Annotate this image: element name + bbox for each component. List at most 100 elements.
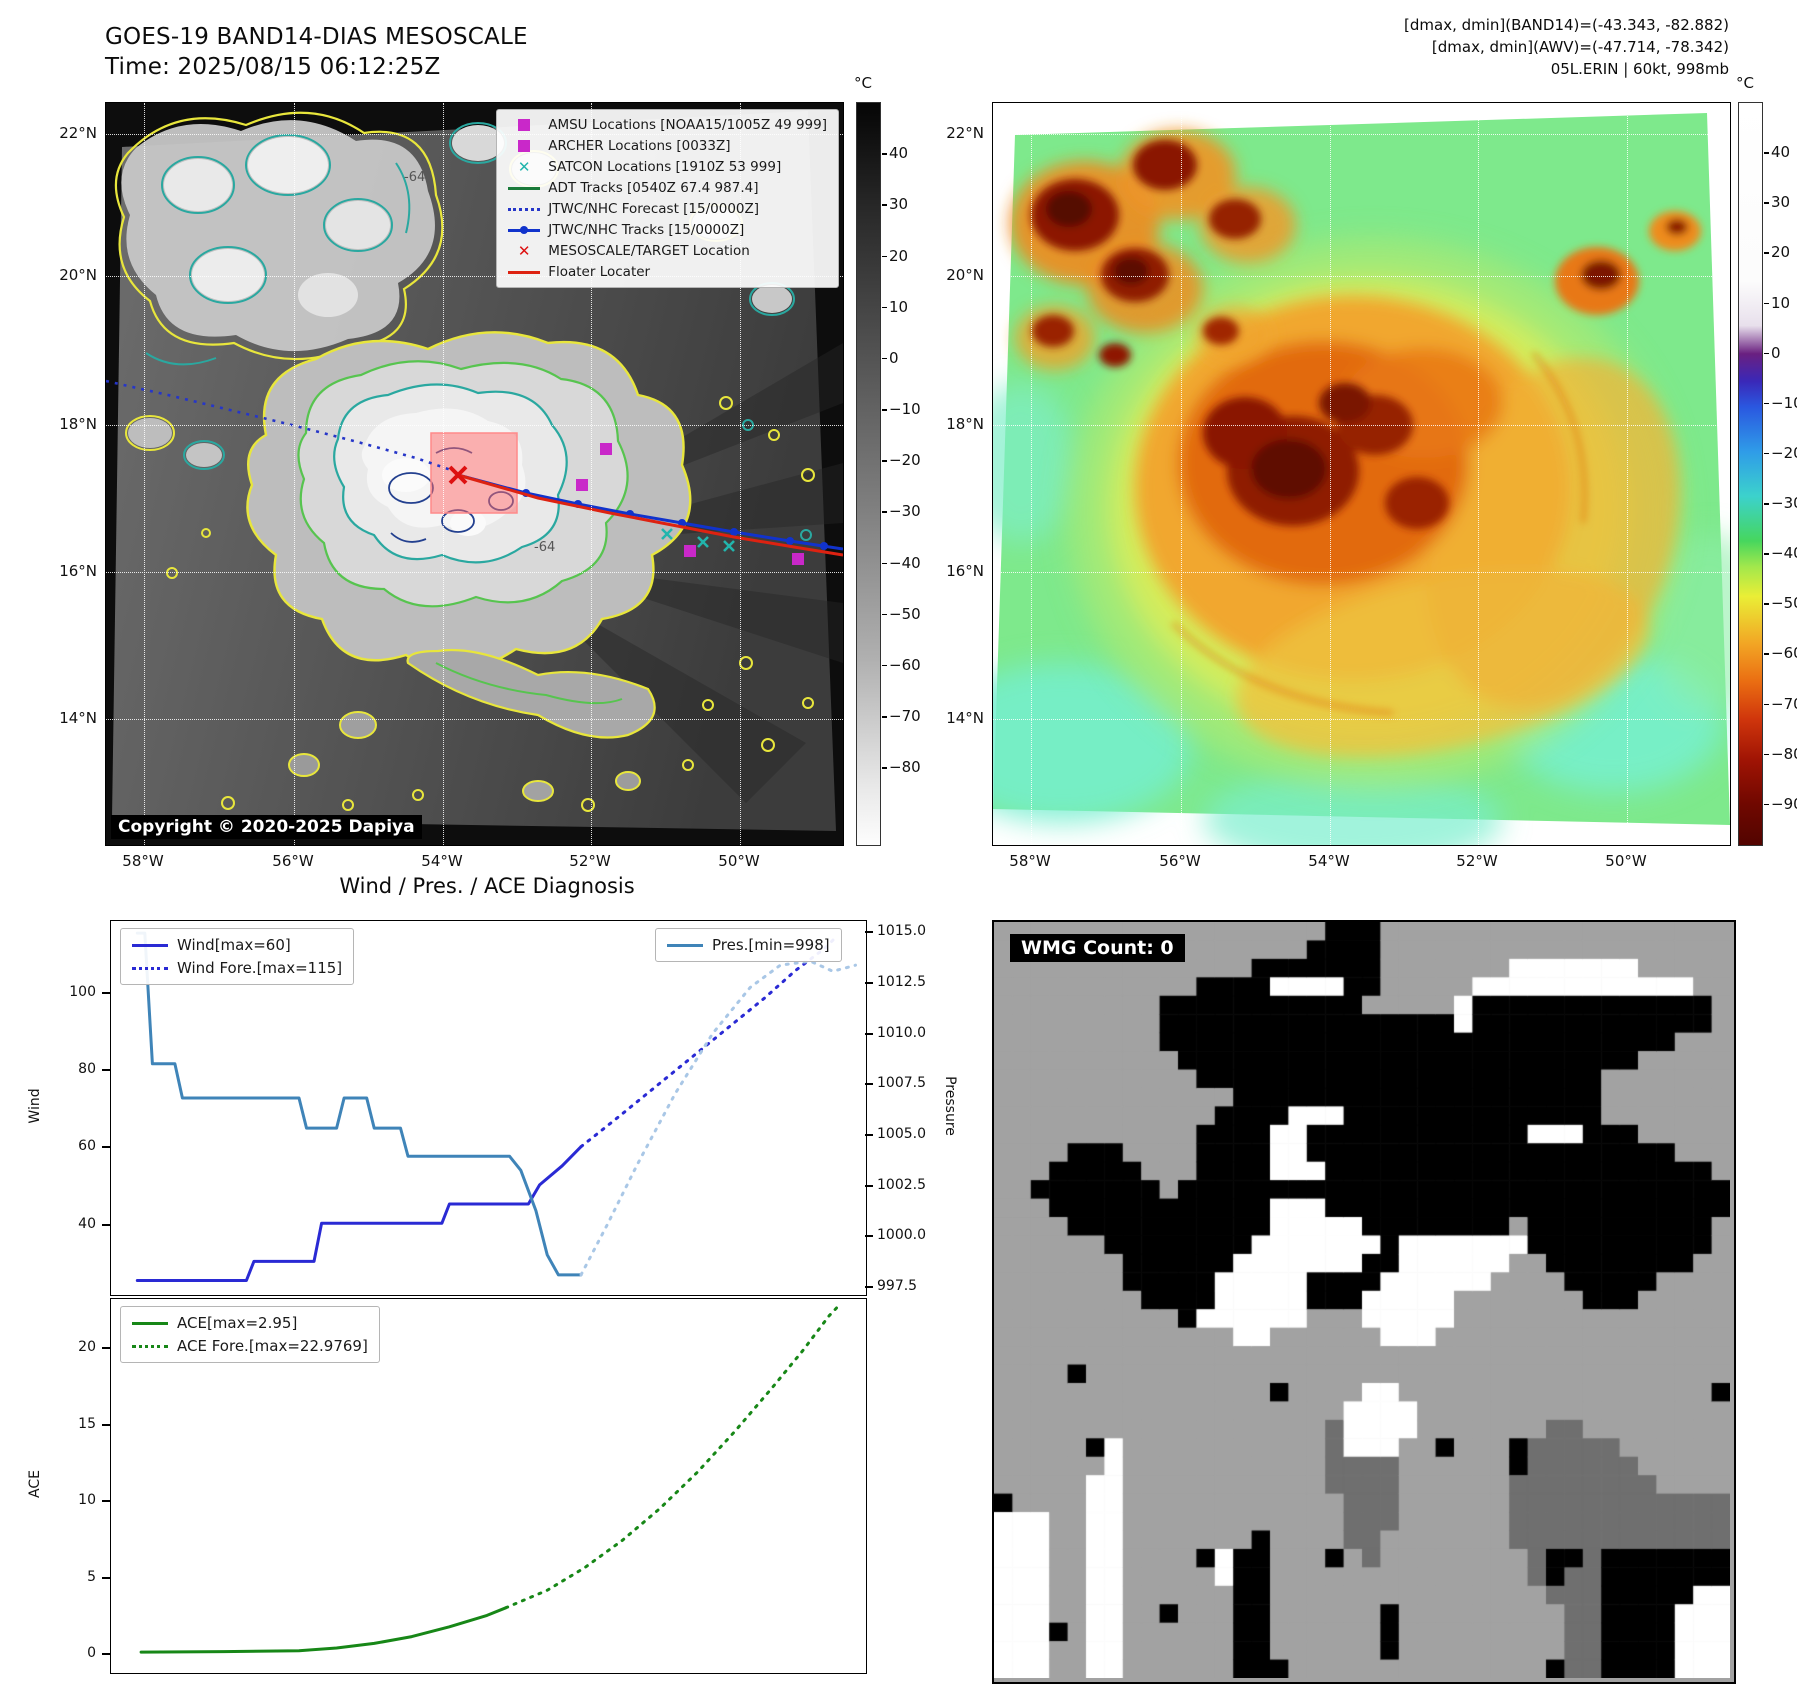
colorbar-tick-mark <box>1764 653 1769 655</box>
lon-tick-label: 50°W <box>1605 852 1647 870</box>
dmax-dmin-band14: [dmax, dmin](BAND14)=(-43.343, -82.882) <box>1404 16 1729 34</box>
ace-plot-area <box>139 1302 842 1654</box>
colorbar-tick-mark <box>1764 753 1769 756</box>
band14-colorbar <box>856 102 881 846</box>
satcon-markers <box>661 528 735 552</box>
axis-tick-mark <box>102 1347 110 1350</box>
colorbar-tick-mark <box>882 153 887 155</box>
series-pres-fore- <box>579 959 857 1277</box>
x-legend-marker: ✕ <box>517 158 531 176</box>
colorbar-tick-mark <box>1764 402 1769 405</box>
y-tick-label: 1000.0 <box>877 1227 926 1244</box>
line-legend-marker <box>508 270 541 274</box>
target-x-marker <box>448 465 468 485</box>
diagnosis-title: Wind / Pres. / ACE Diagnosis <box>339 874 635 898</box>
lon-tick-label: 52°W <box>569 852 611 870</box>
colorbar-tick-mark <box>1764 252 1769 254</box>
y-tick-label: 40 <box>78 1215 96 1232</box>
colorbar-tick-mark <box>882 664 887 667</box>
panel1-title: GOES-19 BAND14-DIAS MESOSCALE <box>105 24 528 50</box>
series-wind-fore-max-115- <box>579 934 839 1149</box>
lon-tick-label: 54°W <box>1308 852 1350 870</box>
map-legend-label: SATCON Locations [1910Z 53 999] <box>548 159 782 175</box>
colorbar-tick-label: −20 <box>889 451 921 470</box>
y-tick-label: 1012.5 <box>877 973 926 990</box>
axis-tick-mark <box>865 1184 873 1187</box>
legend-line-sample <box>132 943 168 947</box>
y-tick-label: 0 <box>87 1645 96 1662</box>
y-tick-label: 997.5 <box>877 1277 918 1294</box>
chart-legend-item: Wind Fore.[max=115] <box>132 959 342 977</box>
colorbar-tick-mark <box>1764 603 1769 605</box>
colorbar-tick-mark <box>1764 452 1769 455</box>
mesoscale-target-box <box>430 432 518 514</box>
colorbar-tick-mark <box>1764 803 1769 806</box>
floater-track <box>457 473 843 557</box>
colorbar-tick-label: −40 <box>889 553 921 572</box>
chart-legend-item: Pres.[min=998] <box>667 936 830 954</box>
series-wind-max-60- <box>135 1145 583 1282</box>
colorbar-tick-mark <box>882 562 887 565</box>
chart-legend-item: ACE Fore.[max=22.9769] <box>132 1337 368 1355</box>
square-legend-marker <box>518 119 531 131</box>
lon-tick-label: 50°W <box>718 852 760 870</box>
colorbar-tick-label: −40 <box>1771 544 1797 563</box>
colorbar-tick-label: −10 <box>1771 393 1797 412</box>
colorbar-tick-label: 0 <box>889 348 899 367</box>
colorbar2-unit: °C <box>1736 74 1754 92</box>
wmg-panel: WMG Count: 0 <box>992 920 1736 1684</box>
y-tick-label: 20 <box>78 1339 96 1356</box>
colorbar-tick-label: 40 <box>1771 143 1791 162</box>
colorbar-tick-label: 0 <box>1771 343 1781 362</box>
chart-legend-label: Pres.[min=998] <box>712 936 830 954</box>
map-legend-item: ✕ MESOSCALE/TARGET Location <box>508 243 827 259</box>
contour-label: -64 <box>404 170 425 185</box>
axis-tick-mark <box>102 1576 110 1579</box>
dmax-dmin-awv: [dmax, dmin](AWV)=(-47.714, -78.342) <box>1431 38 1729 56</box>
colorbar-tick-mark <box>1764 553 1769 555</box>
pressure-legend: Pres.[min=998] <box>655 928 842 962</box>
colorbar-tick-mark <box>882 460 887 462</box>
awv-color-map <box>992 102 1731 846</box>
wind-pressure-plot-area <box>135 931 857 1282</box>
chart-legend-item: ACE[max=2.95] <box>132 1314 368 1332</box>
ace-legend: ACE[max=2.95] ACE Fore.[max=22.9769] <box>120 1306 380 1363</box>
colorbar-tick-mark <box>1764 302 1769 305</box>
jtwc-track <box>457 473 843 551</box>
lat-tick-label: 16°N <box>59 562 97 580</box>
y-tick-label: 15 <box>78 1415 96 1432</box>
axis-tick-mark <box>865 981 873 984</box>
axis-tick-mark <box>865 1083 873 1086</box>
wmg-count-label: WMG Count: 0 <box>1010 934 1185 962</box>
x-legend-marker: ✕ <box>517 242 531 260</box>
y-tick-label: 60 <box>78 1138 96 1155</box>
legend-line-sample <box>132 1321 168 1325</box>
colorbar-tick-mark <box>882 306 887 309</box>
lon-tick-label: 58°W <box>122 852 164 870</box>
nw-cluster-cores <box>1031 140 1261 367</box>
colorbar-tick-mark <box>882 409 887 411</box>
map-legend-label: MESOSCALE/TARGET Location <box>548 243 750 259</box>
axis-tick-mark <box>865 1285 873 1288</box>
y-tick-label: 1007.5 <box>877 1075 926 1092</box>
colorbar-tick-label: −20 <box>1771 443 1797 462</box>
awv-colorbar <box>1738 102 1763 846</box>
legend-line-sample <box>132 966 168 970</box>
lon-tick-label: 58°W <box>1009 852 1051 870</box>
wind-axis-label: Wind <box>27 1088 43 1124</box>
colorbar-tick-label: 20 <box>1771 243 1791 262</box>
colorbar-tick-mark <box>882 716 887 718</box>
colorbar-tick-mark <box>1764 703 1769 706</box>
y-tick-label: 1015.0 <box>877 923 926 940</box>
map-legend-label: ADT Tracks [0540Z 67.4 987.4] <box>548 180 759 196</box>
lon-tick-label: 56°W <box>1159 852 1201 870</box>
chart-legend-item: Wind[max=60] <box>132 936 342 954</box>
axis-tick-mark <box>865 931 873 934</box>
axis-tick-mark <box>102 1653 110 1656</box>
colorbar-tick-label: 30 <box>889 195 909 214</box>
colorbar-tick-mark <box>882 767 887 769</box>
colorbar-tick-label: −30 <box>1771 494 1797 513</box>
colorbar-tick-label: −70 <box>889 707 921 726</box>
lat-tick-label: 22°N <box>59 124 97 142</box>
lat-tick-label: 22°N <box>946 124 984 142</box>
